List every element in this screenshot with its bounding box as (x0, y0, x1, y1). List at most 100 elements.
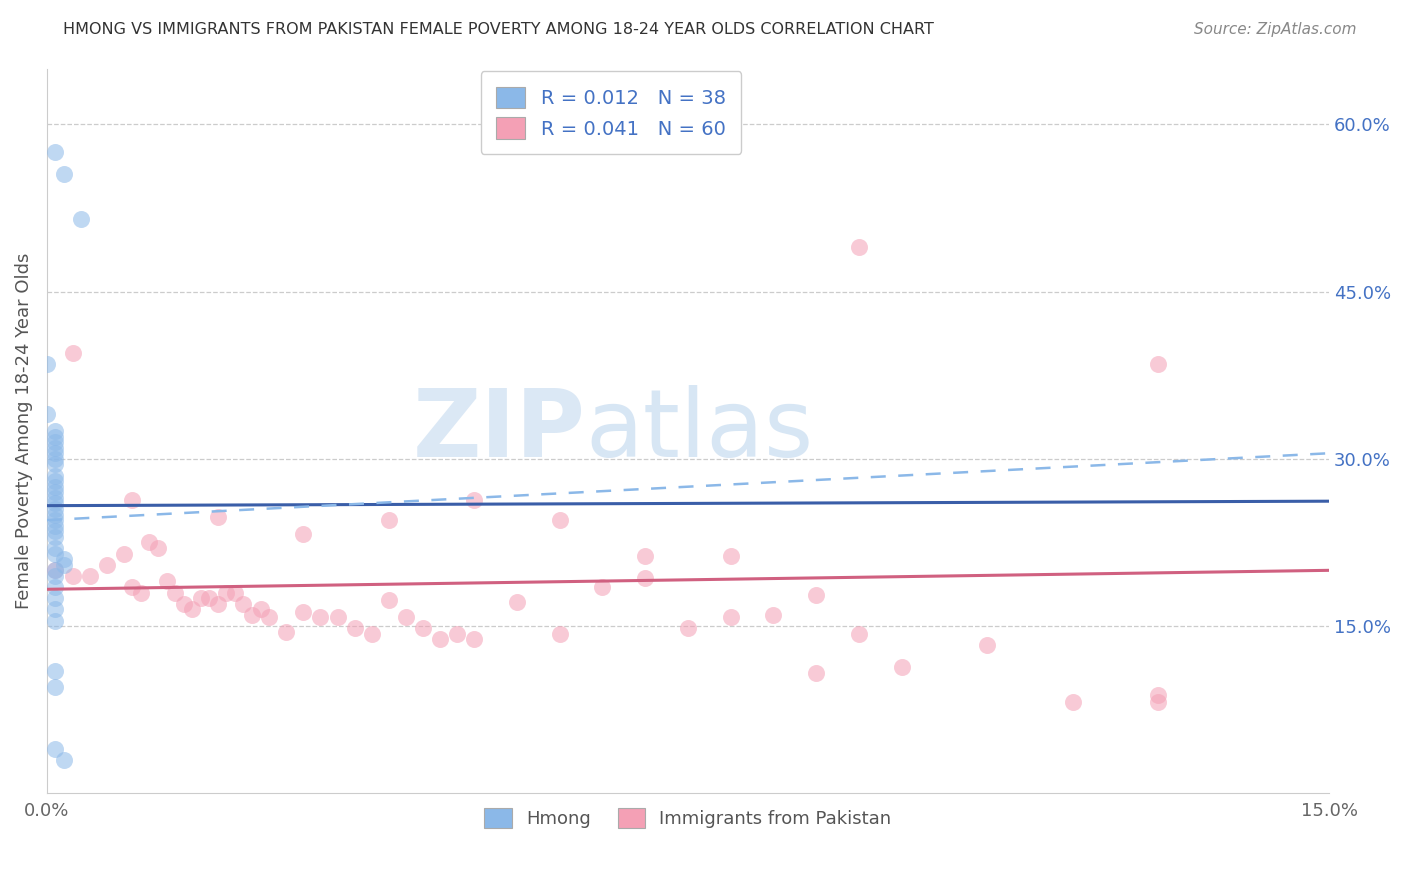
Point (112, 547, 135, 561)
Point (1147, 688, 1170, 702)
Point (429, 632, 451, 647)
Point (44, 524, 66, 539)
Point (548, 513, 571, 527)
Point (146, 541, 169, 555)
Point (804, 665, 827, 680)
Point (44, 441, 66, 455)
Point (35, 357, 58, 371)
Point (44, 513, 66, 527)
Point (44, 491, 66, 505)
Point (190, 591, 212, 606)
Point (44, 468, 66, 483)
Point (44, 591, 66, 606)
Point (44, 664, 66, 678)
Text: HMONG VS IMMIGRANTS FROM PAKISTAN FEMALE POVERTY AMONG 18-24 YEAR OLDS CORRELATI: HMONG VS IMMIGRANTS FROM PAKISTAN FEMALE… (63, 22, 934, 37)
Point (44, 563, 66, 577)
Point (232, 597, 254, 611)
Point (44, 474, 66, 488)
Point (848, 240, 870, 254)
Point (44, 496, 66, 510)
Point (44, 485, 66, 500)
Point (53, 168, 76, 182)
Point (292, 605, 315, 619)
Point (976, 638, 998, 652)
Point (463, 493, 485, 508)
Point (44, 741, 66, 756)
Point (173, 597, 195, 611)
Point (360, 627, 382, 641)
Point (44, 563, 66, 577)
Point (720, 549, 742, 563)
Point (1062, 695, 1084, 709)
Point (720, 610, 742, 624)
Point (463, 632, 485, 647)
Point (257, 610, 280, 624)
Point (44, 446, 66, 460)
Point (44, 547, 66, 561)
Point (276, 624, 298, 639)
Point (207, 509, 229, 524)
Point (44, 458, 66, 472)
Text: atlas: atlas (585, 385, 814, 477)
Point (44, 424, 66, 438)
Text: Source: ZipAtlas.com: Source: ZipAtlas.com (1194, 22, 1357, 37)
Point (121, 580, 143, 594)
Point (44, 435, 66, 450)
Point (44, 518, 66, 533)
Point (62, 346, 84, 360)
Point (155, 574, 177, 589)
Point (44, 580, 66, 594)
Point (44, 602, 66, 616)
Point (1147, 695, 1170, 709)
Point (44, 502, 66, 516)
Point (240, 607, 263, 622)
Point (70, 212, 93, 227)
Point (181, 602, 204, 616)
Point (326, 610, 349, 624)
Point (592, 580, 614, 594)
Point (44, 480, 66, 494)
Point (44, 145, 66, 160)
Point (53, 558, 76, 572)
Point (44, 508, 66, 522)
Point (412, 621, 434, 635)
Point (292, 526, 315, 541)
Point (676, 621, 699, 635)
Point (44, 681, 66, 695)
Point (79, 569, 101, 583)
Point (53, 552, 76, 566)
Point (634, 549, 657, 563)
Point (138, 535, 160, 549)
Point (309, 610, 332, 624)
Point (129, 585, 152, 599)
Point (62, 569, 84, 583)
Point (634, 571, 657, 585)
Point (506, 594, 529, 608)
Point (96, 558, 118, 572)
Point (343, 621, 366, 635)
Point (44, 569, 66, 583)
Point (35, 407, 58, 421)
Point (44, 530, 66, 544)
Point (44, 451, 66, 466)
Point (804, 588, 827, 602)
Point (53, 753, 76, 767)
Point (378, 513, 401, 527)
Point (44, 541, 66, 555)
Point (121, 493, 143, 508)
Point (848, 627, 870, 641)
Point (395, 610, 418, 624)
Point (165, 585, 187, 599)
Point (207, 597, 229, 611)
Legend: Hmong, Immigrants from Pakistan: Hmong, Immigrants from Pakistan (477, 801, 898, 835)
Point (890, 660, 912, 674)
Point (446, 627, 468, 641)
Point (215, 585, 238, 599)
Point (44, 429, 66, 443)
Point (44, 614, 66, 628)
Point (198, 591, 221, 606)
Y-axis label: Female Poverty Among 18-24 Year Olds: Female Poverty Among 18-24 Year Olds (15, 252, 32, 609)
Point (249, 602, 271, 616)
Point (224, 585, 246, 599)
Text: ZIP: ZIP (412, 385, 585, 477)
